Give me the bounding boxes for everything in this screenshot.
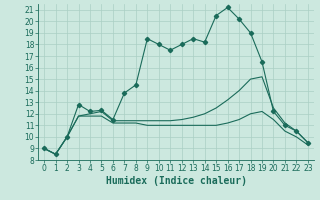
X-axis label: Humidex (Indice chaleur): Humidex (Indice chaleur) (106, 176, 246, 186)
